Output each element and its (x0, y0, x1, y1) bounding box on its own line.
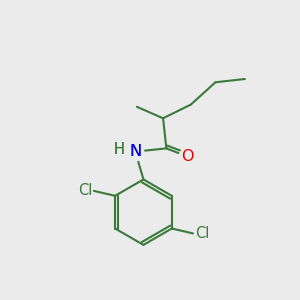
Text: H: H (114, 142, 125, 158)
Text: N: N (129, 144, 141, 159)
Text: Cl: Cl (195, 226, 209, 241)
Text: O: O (182, 149, 194, 164)
Text: N: N (129, 144, 141, 159)
Text: H: H (114, 142, 125, 158)
Text: Cl: Cl (78, 183, 92, 198)
